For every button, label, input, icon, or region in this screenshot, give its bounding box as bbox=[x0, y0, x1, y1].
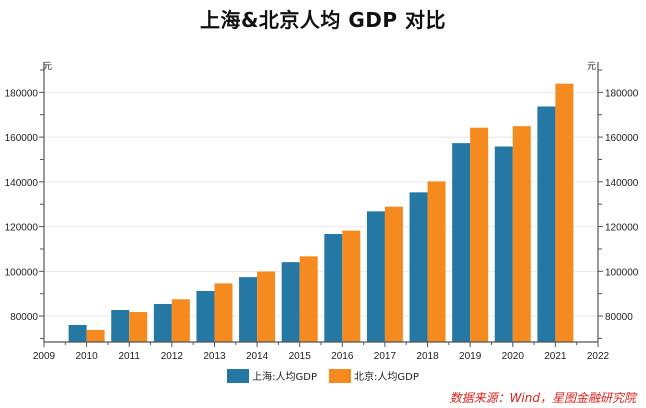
y-tick-label-left: 120000 bbox=[5, 223, 39, 234]
x-tick-label: 2022 bbox=[587, 351, 610, 362]
bar-shanghai-2018 bbox=[409, 192, 428, 342]
bar-beijing-2014 bbox=[257, 271, 276, 342]
bar-shanghai-2016 bbox=[324, 233, 343, 342]
y-tick-label-right: 160000 bbox=[605, 133, 639, 144]
x-tick-label: 2020 bbox=[502, 351, 525, 362]
bar-shanghai-2014 bbox=[239, 277, 258, 342]
bar-beijing-2018 bbox=[427, 181, 446, 342]
x-tick-label: 2013 bbox=[203, 351, 226, 362]
bar-shanghai-2013 bbox=[196, 291, 215, 342]
bar-shanghai-2012 bbox=[153, 303, 172, 342]
legend-label-beijing: 北京:人均GDP bbox=[354, 372, 419, 383]
legend-label-shanghai: 上海:人均GDP bbox=[252, 372, 317, 383]
x-tick-label: 2009 bbox=[33, 351, 56, 362]
source-note: 数据来源：Wind，星图金融研究院 bbox=[449, 391, 636, 405]
bar-beijing-2013 bbox=[214, 283, 233, 342]
bar-shanghai-2017 bbox=[366, 211, 385, 342]
bar-beijing-2017 bbox=[384, 206, 403, 342]
x-tick-label: 2021 bbox=[544, 351, 567, 362]
bar-shanghai-2015 bbox=[281, 262, 300, 342]
y-tick-label-right: 80000 bbox=[605, 312, 633, 323]
legend-swatch-beijing bbox=[329, 368, 351, 383]
y-tick-label-left: 180000 bbox=[5, 88, 39, 99]
y-axis-unit-right: 元 bbox=[587, 62, 596, 72]
y-tick-label-right: 120000 bbox=[605, 223, 639, 234]
y-tick-label-right: 180000 bbox=[605, 88, 639, 99]
x-tick-label: 2011 bbox=[118, 351, 140, 362]
bar-beijing-2016 bbox=[342, 230, 361, 342]
legend-item-beijing[interactable]: 北京:人均GDP bbox=[329, 368, 419, 383]
bar-beijing-2021 bbox=[555, 83, 574, 342]
bar-beijing-2012 bbox=[171, 299, 190, 342]
y-tick-label-left: 100000 bbox=[5, 267, 39, 278]
bar-beijing-2015 bbox=[299, 256, 318, 342]
legend-item-shanghai[interactable]: 上海:人均GDP bbox=[227, 368, 317, 383]
x-tick-label: 2012 bbox=[161, 351, 184, 362]
x-tick-label: 2018 bbox=[416, 351, 439, 362]
bar-shanghai-2020 bbox=[494, 146, 513, 342]
x-tick-label: 2016 bbox=[331, 351, 354, 362]
legend: 上海:人均GDP 北京:人均GDP bbox=[0, 368, 646, 383]
bar-shanghai-2019 bbox=[452, 143, 471, 342]
bar-shanghai-2021 bbox=[537, 106, 556, 342]
bar-shanghai-2011 bbox=[111, 310, 130, 342]
bar-shanghai-2010 bbox=[68, 325, 87, 342]
bar-beijing-2020 bbox=[512, 126, 531, 342]
y-tick-label-right: 100000 bbox=[605, 267, 639, 278]
y-tick-label-left: 160000 bbox=[5, 133, 39, 144]
x-tick-label: 2010 bbox=[75, 351, 98, 362]
bar-beijing-2011 bbox=[129, 312, 148, 342]
x-tick-label: 2014 bbox=[246, 351, 269, 362]
bar-beijing-2019 bbox=[470, 127, 489, 342]
x-tick-label: 2015 bbox=[289, 351, 312, 362]
chart-title: 上海&北京人均 GDP 对比 bbox=[199, 8, 447, 32]
x-tick-label: 2017 bbox=[374, 351, 397, 362]
y-tick-label-left: 80000 bbox=[10, 312, 38, 323]
legend-swatch-shanghai bbox=[227, 368, 250, 383]
y-tick-label-left: 140000 bbox=[5, 178, 39, 189]
x-tick-label: 2019 bbox=[459, 351, 482, 362]
y-axis-unit-left: 元 bbox=[43, 62, 52, 72]
y-tick-label-right: 140000 bbox=[605, 178, 639, 189]
bar-beijing-2010 bbox=[86, 329, 105, 342]
